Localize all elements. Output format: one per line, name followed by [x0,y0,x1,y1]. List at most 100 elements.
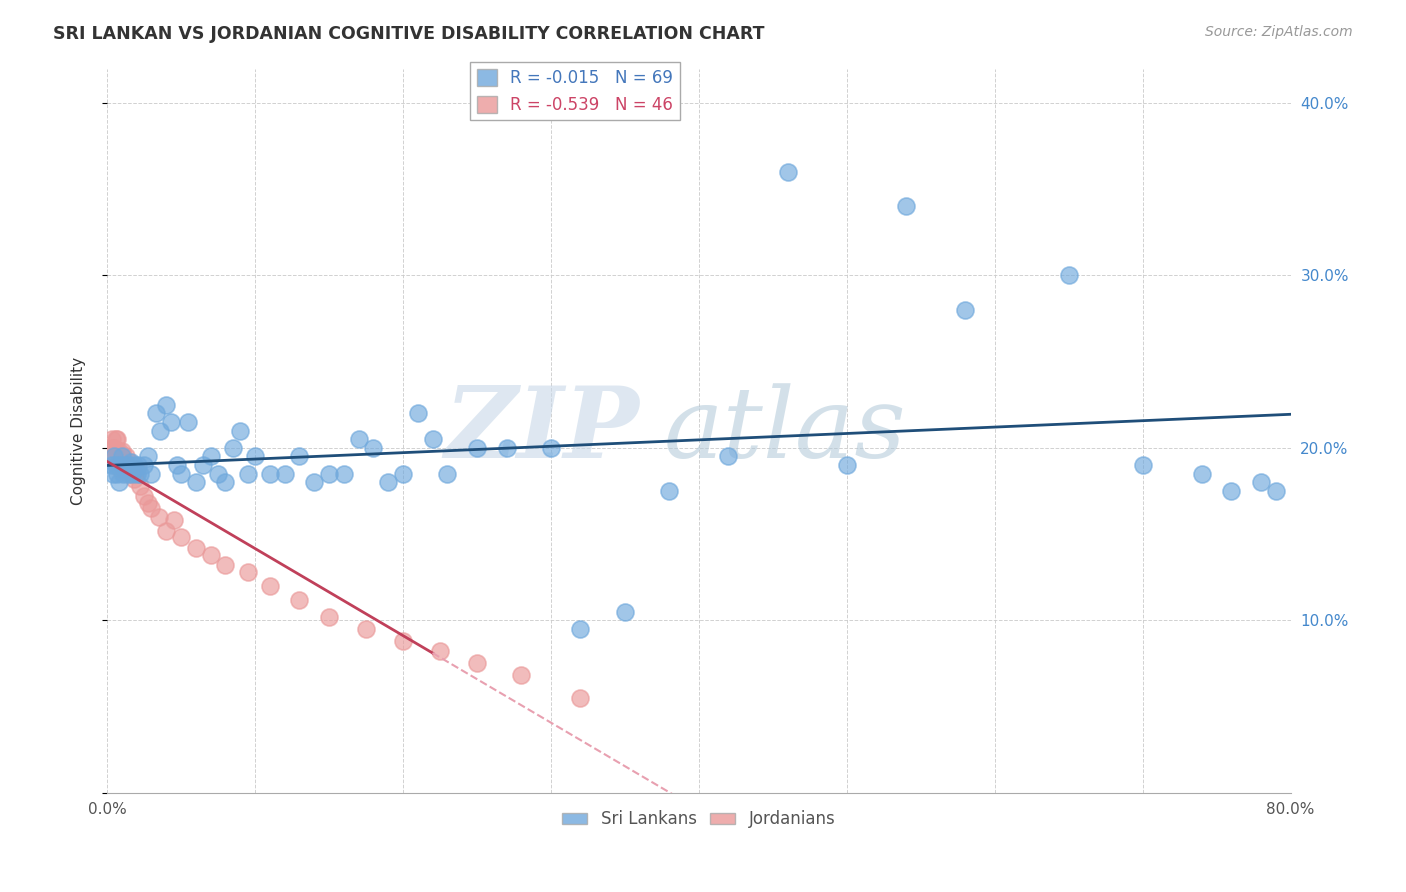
Text: atlas: atlas [664,383,905,478]
Point [333,467,356,481]
Point [100,458,122,472]
Point [229,424,252,438]
Point [117,461,139,475]
Point [111,450,134,464]
Point [540,441,562,455]
Point [122,458,145,472]
Point [155,398,177,412]
Point [347,432,370,446]
Point [1132,458,1154,472]
Point [259,579,281,593]
Point [170,531,193,545]
Point [107,444,129,458]
Point [259,467,281,481]
Point [120,467,142,481]
Point [1191,467,1213,481]
Point [163,513,186,527]
Point [149,424,172,438]
Point [569,622,592,636]
Point [104,450,127,464]
Point [122,472,145,486]
Point [114,455,136,469]
Point [108,475,131,490]
Point [569,690,592,705]
Point [145,406,167,420]
Point [776,165,799,179]
Point [110,461,132,475]
Point [128,479,150,493]
Point [214,558,236,572]
Point [125,467,148,481]
Point [104,458,127,472]
Point [118,455,141,469]
Point [200,548,222,562]
Point [108,444,131,458]
Point [318,467,340,481]
Point [236,467,259,481]
Point [166,458,188,472]
Point [121,461,143,475]
Point [124,467,146,481]
Point [111,455,134,469]
Point [110,458,132,472]
Point [318,609,340,624]
Point [184,541,207,555]
Point [112,467,135,481]
Point [115,461,138,475]
Point [107,432,129,446]
Point [118,458,141,472]
Point [392,467,415,481]
Point [128,467,150,481]
Point [363,441,385,455]
Point [115,450,138,464]
Point [1250,475,1272,490]
Point [465,657,488,671]
Point [302,475,325,490]
Point [101,441,124,455]
Point [717,450,740,464]
Point [422,432,444,446]
Point [141,501,163,516]
Point [125,461,148,475]
Point [138,496,160,510]
Legend: Sri Lankans, Jordanians: Sri Lankans, Jordanians [555,804,842,835]
Point [138,450,160,464]
Point [103,441,125,455]
Point [495,441,517,455]
Point [103,450,125,464]
Point [112,450,135,464]
Point [107,467,129,481]
Point [155,524,177,538]
Point [214,475,236,490]
Point [101,467,124,481]
Point [111,444,134,458]
Point [613,605,636,619]
Point [436,467,458,481]
Point [170,467,193,481]
Point [243,450,266,464]
Point [110,450,132,464]
Point [100,432,122,446]
Point [658,483,681,498]
Point [354,622,377,636]
Text: Source: ZipAtlas.com: Source: ZipAtlas.com [1205,25,1353,39]
Point [1220,483,1243,498]
Point [273,467,295,481]
Point [429,644,451,658]
Point [288,592,311,607]
Point [184,475,207,490]
Point [406,406,429,420]
Point [222,441,245,455]
Y-axis label: Cognitive Disability: Cognitive Disability [72,357,86,505]
Point [132,458,155,472]
Point [510,668,533,682]
Point [114,458,136,472]
Point [193,458,215,472]
Text: SRI LANKAN VS JORDANIAN COGNITIVE DISABILITY CORRELATION CHART: SRI LANKAN VS JORDANIAN COGNITIVE DISABI… [53,25,765,43]
Point [127,458,149,472]
Point [1057,268,1080,283]
Point [120,455,142,469]
Point [159,415,181,429]
Point [117,467,139,481]
Point [121,467,143,481]
